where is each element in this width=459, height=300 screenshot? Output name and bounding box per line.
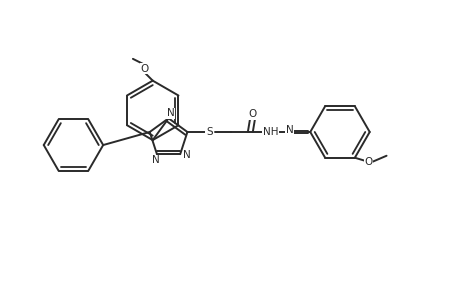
- Text: N: N: [183, 150, 190, 160]
- Text: O: O: [140, 64, 149, 74]
- Text: S: S: [206, 127, 212, 137]
- Text: N: N: [166, 108, 174, 118]
- Text: N: N: [152, 155, 159, 165]
- Text: O: O: [364, 157, 372, 167]
- Text: O: O: [248, 109, 257, 119]
- Text: N: N: [285, 125, 293, 135]
- Text: NH: NH: [263, 127, 278, 137]
